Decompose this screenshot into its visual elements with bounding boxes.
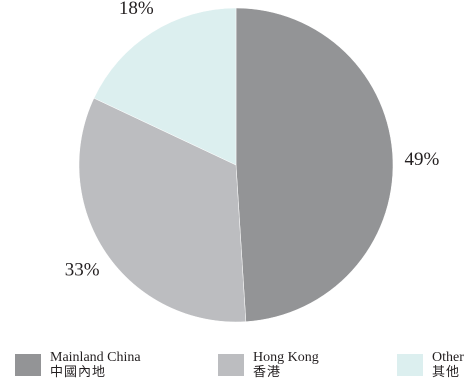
legend: Mainland China 中國內地 Hong Kong 香港 Other 其… — [0, 350, 465, 390]
legend-label-zh-hong-kong: 香港 — [253, 365, 282, 380]
legend-item-hong-kong: Hong Kong 香港 — [218, 350, 319, 380]
legend-label-en-mainland-china: Mainland China — [50, 350, 141, 365]
pie-label-hong-kong: 33% — [65, 260, 100, 281]
legend-swatch-other — [397, 354, 423, 376]
pie-slice-hong-kong — [78, 97, 247, 323]
pie-label-mainland-china: 49% — [404, 149, 439, 170]
legend-swatch-mainland-china — [15, 354, 41, 376]
legend-text-other: Other 其他 — [432, 350, 464, 380]
pie-slice-other — [93, 7, 237, 166]
legend-item-other: Other 其他 — [397, 350, 464, 380]
legend-item-mainland-china: Mainland China 中國內地 — [15, 350, 141, 380]
legend-swatch-hong-kong — [218, 354, 244, 376]
legend-label-en-other: Other — [432, 350, 464, 365]
legend-label-zh-other: 其他 — [432, 365, 461, 380]
pie-label-other: 18% — [119, 0, 154, 19]
pie-chart-svg: 49% 33% 18% — [65, 0, 439, 323]
pie-slice-mainland-china — [235, 7, 394, 322]
legend-label-zh-mainland-china: 中國內地 — [50, 365, 107, 380]
legend-text-hong-kong: Hong Kong 香港 — [253, 350, 319, 380]
legend-text-mainland-china: Mainland China 中國內地 — [50, 350, 141, 380]
legend-label-en-hong-kong: Hong Kong — [253, 350, 319, 365]
